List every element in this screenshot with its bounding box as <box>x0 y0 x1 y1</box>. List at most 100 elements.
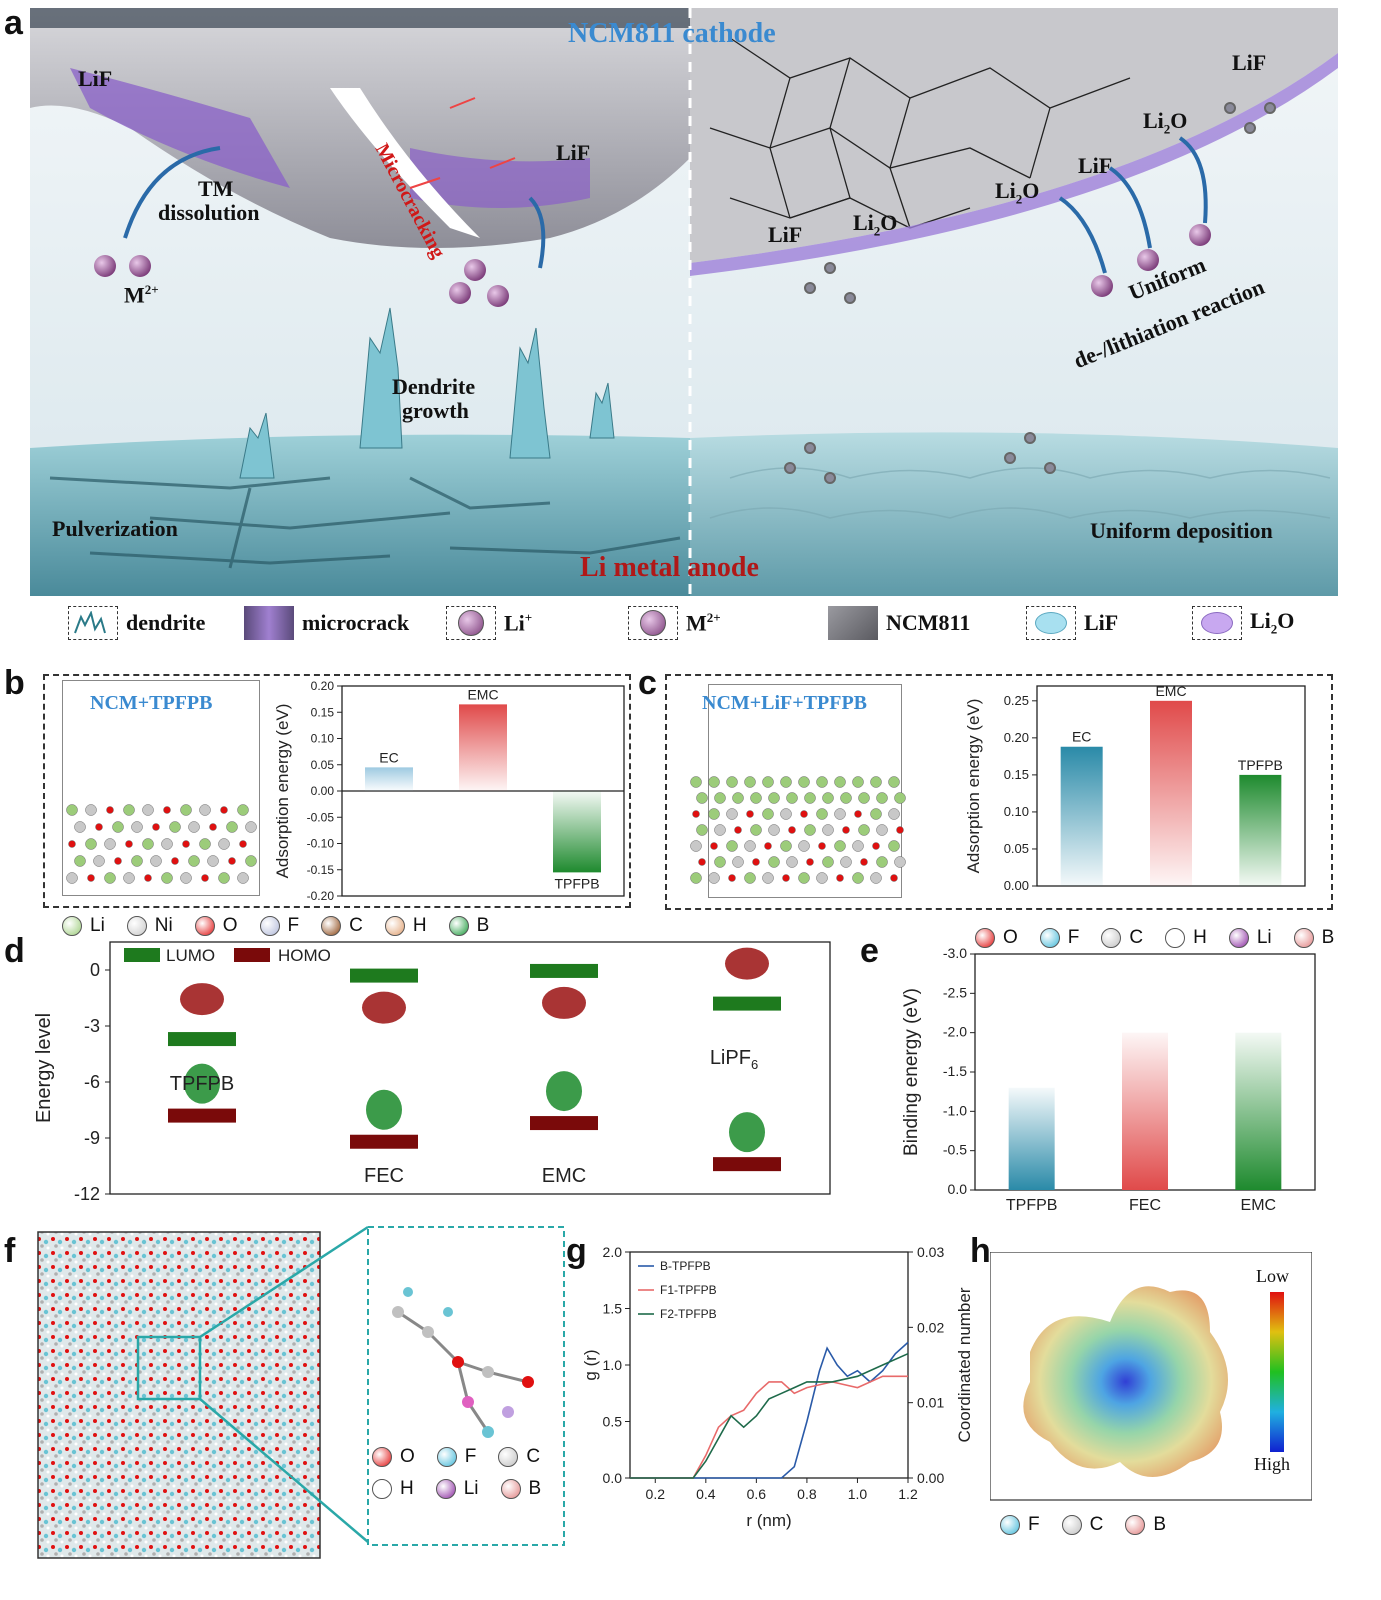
chart-g: 0.2 0.4 0.6 0.8 1.0 1.2 0.0 0.5 1.0 1.5 2.0 0.00 0.0… <box>581 1244 974 1530</box>
label-tm: TM <box>198 176 234 201</box>
y-tick-label: -3.0 <box>943 948 967 961</box>
slab-atom <box>690 840 702 852</box>
bar-emc <box>1235 1032 1282 1190</box>
slab-atom <box>708 776 720 788</box>
slab-atom <box>142 804 154 816</box>
slab-atom <box>209 823 217 831</box>
slab-atom <box>220 806 228 814</box>
li2o-swatch <box>1192 606 1242 640</box>
y-axis-label: g (r) <box>581 1349 600 1380</box>
slab-atom <box>816 808 828 820</box>
y-tick-label: 0.20 <box>1004 730 1029 745</box>
bar-label-emc: EMC <box>467 686 498 702</box>
slab-atom <box>750 792 762 804</box>
homo-orbital-2 <box>546 1071 582 1112</box>
chart-b: 0.20 0.15 0.10 0.05 0.00 -0.05 -0.10 -0.15 -0.20… <box>273 679 625 903</box>
slab-atom <box>144 874 152 882</box>
panel-a-anode-title: Li metal anode <box>580 552 759 583</box>
y-tick-label: 0.20 <box>311 679 335 693</box>
b-atom-c-icon <box>321 916 342 936</box>
bar-tpfpb <box>553 791 601 873</box>
bar-fec <box>1122 1032 1168 1190</box>
homo-bar-lipf6 <box>713 1157 781 1172</box>
slab-atom <box>858 824 870 836</box>
panel-label-a: a <box>4 4 23 42</box>
y-tick-label: 1.5 <box>603 1301 623 1317</box>
f-atom-b-icon <box>500 1479 521 1499</box>
f-atom-h-label: H <box>400 1478 414 1499</box>
slab-atom <box>798 840 810 852</box>
slab-atom <box>237 872 249 884</box>
slab-atom <box>840 856 852 868</box>
y-tick-label: 0.25 <box>1004 693 1029 708</box>
slab-atom <box>237 804 249 816</box>
y-tick-label: 0.00 <box>311 784 335 798</box>
slab-atom <box>870 776 882 788</box>
e-atom-o-icon <box>975 928 995 948</box>
slab-atom <box>66 872 78 884</box>
slab-atom <box>786 792 798 804</box>
x-tick-label: TPFPB <box>1006 1197 1058 1214</box>
slab-atom <box>163 806 171 814</box>
slab-atom <box>752 858 760 866</box>
chart-c: 0.25 0.20 0.15 0.10 0.05 0.00 Adsorption energ… <box>964 683 1306 893</box>
y-tick-label: 0 <box>90 960 100 980</box>
homo-legend-label: HOMO <box>278 946 331 965</box>
f-atom-f-icon <box>436 1447 457 1467</box>
slab-atom <box>834 808 846 820</box>
y2-tick-label: 0.00 <box>917 1470 944 1486</box>
slab-atom <box>698 858 706 866</box>
slab-atom <box>692 810 700 818</box>
x-tick-label: 1.0 <box>848 1486 868 1502</box>
slab-atom <box>123 872 135 884</box>
e-atom-h-icon <box>1165 928 1186 948</box>
y-tick-label: -1.5 <box>943 1063 967 1079</box>
slab-atom <box>131 855 143 867</box>
slab-atom <box>104 838 116 850</box>
panel-h-esp-map <box>990 1252 1312 1501</box>
slab-atom <box>762 776 774 788</box>
panel-f-md-box <box>37 1225 565 1559</box>
molecule-label-lipf6: LiPF6 <box>710 1047 758 1072</box>
slab-atom <box>744 840 756 852</box>
y-axis-label: Adsorption energy (eV) <box>964 699 983 874</box>
slab-atom <box>782 874 790 882</box>
y-axis-label: Adsorption energy (eV) <box>273 704 292 879</box>
panel-a-cathode-title: NCM811 cathode <box>568 18 776 49</box>
slab-atom <box>696 824 708 836</box>
f-atom-c-icon <box>498 1447 519 1467</box>
slab-atom <box>858 792 870 804</box>
label-dendrite: Dendrite <box>392 374 476 399</box>
y-tick-label: -0.5 <box>943 1142 967 1158</box>
lumo-bar-lipf6 <box>713 996 781 1011</box>
bar-tpfpb <box>1239 774 1282 886</box>
slab-atom <box>894 792 906 804</box>
slab-atom <box>744 872 756 884</box>
y-tick-label: 0.0 <box>603 1470 623 1486</box>
series-line-f2-tpfpb <box>630 1352 909 1479</box>
microcrack-swatch <box>244 606 294 640</box>
panel-label-h: h <box>970 1232 991 1270</box>
chart-e: -3.0 -2.5 -2.0 -1.5 -1.0 -0.5 0.0 Binding energ… <box>901 948 1316 1214</box>
y-tick-label: 0.10 <box>1004 804 1029 819</box>
lumo-bar-emc <box>530 963 598 978</box>
slab-atom <box>834 776 846 788</box>
slab-atom <box>818 842 826 850</box>
b-atom-li-icon <box>62 916 82 936</box>
bar-emc <box>1150 700 1192 886</box>
y-tick-label: -0.20 <box>307 889 335 903</box>
slab-atom <box>894 856 906 868</box>
y-tick-label: 0.15 <box>311 705 335 719</box>
slab-atom <box>150 855 162 867</box>
e-atom-b-label: B <box>1321 927 1335 948</box>
slab-atom <box>804 792 816 804</box>
label-lif-3: LiF <box>1232 50 1267 75</box>
molecule-label-tpfpb: TPFPB <box>170 1073 234 1095</box>
slab-atom <box>780 840 792 852</box>
slab-atom <box>239 840 247 848</box>
panel-c-slab <box>690 776 906 884</box>
slab-atom <box>890 874 898 882</box>
homo-orbital-3 <box>729 1112 765 1153</box>
legend-label-f1-tpfpb: F1-TPFPB <box>660 1283 717 1297</box>
label-li2o-3: Li2O <box>853 210 898 239</box>
